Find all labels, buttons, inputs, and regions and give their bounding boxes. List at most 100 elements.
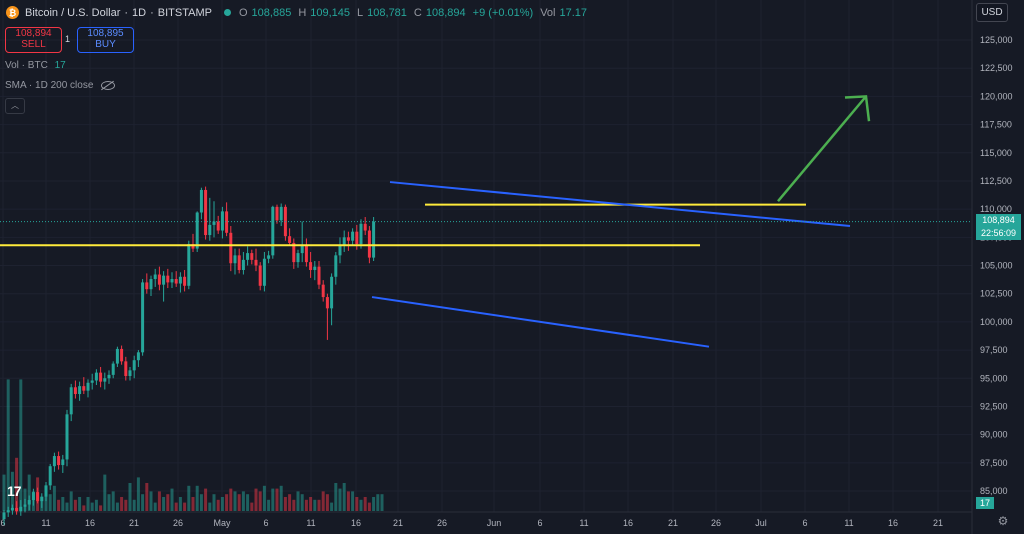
y-tick-label: 95,000 [980,373,1008,383]
volume-bar [376,494,380,511]
gear-icon[interactable]: ⚙ [997,514,1009,528]
volume-bar [2,474,6,511]
candle-body [191,244,195,249]
candle-body [317,266,321,285]
last-price-tag: 108,894 22:56:09 [976,214,1021,240]
candle-body [313,266,317,271]
symbol-name[interactable]: Bitcoin / U.S. Dollar [25,6,121,19]
volume-indicator-label: Vol · BTC [5,60,48,71]
low-label: L [357,6,364,19]
volume-bar [275,488,279,511]
volume-bar [157,491,161,511]
candle-body [246,253,250,260]
candle-body [199,189,203,213]
candle-body [23,504,27,507]
candle-body [69,387,73,415]
candle-body [65,414,69,460]
x-tick-label: 26 [173,518,183,528]
volume-bar [271,488,275,511]
candle-body [57,456,61,466]
candle-body [170,279,174,283]
x-tick-label: 6 [537,518,542,528]
candle-body [309,262,313,271]
x-tick-label: 11 [844,518,853,528]
volume-bar [334,483,338,511]
sma-indicator[interactable]: SMA · 1D 200 close [5,80,116,91]
volume-bar [241,491,245,511]
candle-body [225,211,229,233]
interval[interactable]: 1D [132,6,147,19]
y-tick-label: 120,000 [980,91,1013,101]
buy-price: 108,895 [87,28,124,39]
volume-indicator[interactable]: Vol · BTC 17 [5,60,66,71]
candle-body [346,237,350,241]
buy-button[interactable]: 108,895 BUY [77,27,134,53]
volume-bar [166,494,170,511]
y-tick-label: 122,500 [980,63,1013,73]
volume-bar [262,485,266,511]
candle-body [2,512,6,520]
channel-lower-line [371,296,710,348]
candle-body [241,259,245,271]
volume-bar [107,494,111,511]
y-tick-label: 125,000 [980,35,1013,45]
candle-body [195,212,199,249]
open-value: 108,885 [251,6,292,19]
volume-bar [141,494,145,511]
volume-bar [342,483,346,511]
volume-bar [65,502,69,511]
volume-bar [300,494,304,511]
volume-bar [15,457,19,511]
volume-bar [321,491,325,511]
last-price: 108,894 [982,215,1015,225]
volume-bar [250,502,254,511]
volume-bar [229,488,233,511]
collapse-legend-button[interactable]: ︿ [5,98,25,114]
x-tick-label: Jul [755,518,767,528]
y-tick-label: 100,000 [980,317,1013,327]
candle-body [153,274,157,280]
open-label: O [238,6,248,19]
volume-bar [338,488,342,511]
volume-bar [279,485,283,511]
candle-body [288,236,292,243]
chevron-up-icon: ︿ [11,101,19,110]
volume-bar [380,494,384,511]
volume-bar [204,488,208,511]
candle-body [132,360,136,371]
candle-body [212,221,216,225]
candle-body [120,348,124,362]
volume-bar [103,474,107,511]
y-tick-label: 87,500 [980,458,1008,468]
volume-bar [170,488,174,511]
candle-body [174,279,178,284]
candle-body [355,231,359,245]
candle-body [254,259,258,266]
candle-body [157,274,161,285]
volume-bar [258,491,262,511]
candle-body [330,276,334,309]
candle-body [19,506,23,512]
volume-bar [330,502,334,511]
currency-button[interactable]: USD [976,3,1008,22]
volume-bar [367,502,371,511]
candle-body [52,456,56,467]
y-tick-label: 110,000 [980,204,1012,214]
volume-bar [220,497,224,511]
candle-body [304,245,308,263]
candle-body [367,230,371,258]
x-tick-label: 16 [351,518,361,528]
y-tick-label: 92,500 [980,401,1008,411]
volume-value: 17.17 [559,6,588,19]
candle-body [61,459,65,466]
candle-body [145,282,149,290]
x-tick-label: 16 [623,518,633,528]
tradingview-logo[interactable]: 17 [7,483,22,499]
volume-bar [145,483,149,511]
volume-indicator-value: 17 [54,60,66,71]
eye-hidden-icon[interactable] [101,80,116,90]
candle-body [27,500,31,505]
sell-button[interactable]: 108,894 SELL [5,27,62,53]
change-value: +9 (+0.01%) [472,6,534,19]
